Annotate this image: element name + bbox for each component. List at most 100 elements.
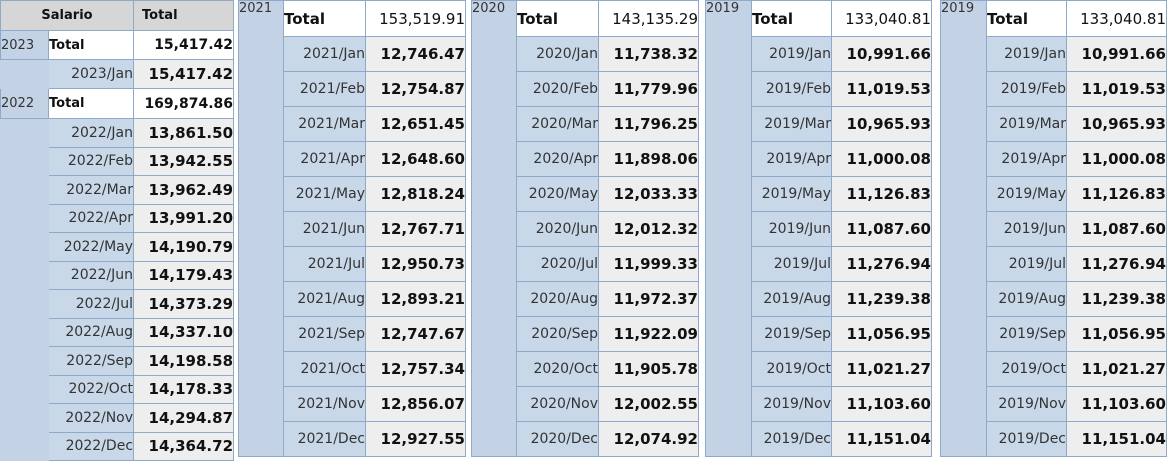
total-label-2022[interactable]: Total [47, 88, 135, 119]
total-label[interactable]: Total [986, 0, 1067, 37]
total-label[interactable]: Total [751, 0, 832, 37]
year-label-2021[interactable]: 2021 [238, 0, 284, 457]
total-label[interactable]: Total [516, 0, 599, 37]
month-value: 12,856.07 [365, 386, 466, 422]
month-label[interactable]: 2019/Mar [986, 106, 1067, 142]
month-label[interactable]: 2020/Jan [516, 36, 599, 72]
month-label[interactable]: 2019/Jul [751, 246, 832, 282]
month-value: 11,019.53 [1066, 71, 1167, 107]
table-row: 2019/Dec 11,151.04 [941, 421, 1167, 457]
header-total: Total [133, 0, 235, 31]
table-row: 2019/Mar 10,965.93 [941, 106, 1167, 142]
year-label-2019[interactable]: 2019 [940, 0, 987, 457]
month-label[interactable]: 2022/Mar [47, 175, 135, 205]
table-row: 2021/Feb 12,754.87 [239, 71, 466, 107]
month-label[interactable]: 2019/May [986, 176, 1067, 212]
total-label-2023[interactable]: Total [47, 30, 135, 60]
month-value: 12,651.45 [365, 106, 466, 142]
month-label[interactable]: 2019/Feb [751, 71, 832, 107]
month-value: 12,927.55 [365, 421, 466, 457]
month-label[interactable]: 2019/Mar [751, 106, 832, 142]
month-label[interactable]: 2019/Apr [986, 141, 1067, 177]
month-label[interactable]: 2021/Dec [283, 421, 366, 457]
table-row: 2021/Nov 12,856.07 [239, 386, 466, 422]
month-label[interactable]: 2022/Oct [47, 374, 135, 404]
month-label[interactable]: 2019/Sep [986, 316, 1067, 352]
month-label[interactable]: 2020/May [516, 176, 599, 212]
year-fill [0, 260, 49, 290]
month-value: 14,198.58 [133, 346, 235, 376]
month-label[interactable]: 2022/Jul [47, 289, 135, 319]
month-value: 10,991.66 [1066, 36, 1167, 72]
month-label[interactable]: 2019/Dec [986, 421, 1067, 457]
month-value: 11,239.38 [1066, 281, 1167, 317]
month-label[interactable]: 2021/Sep [283, 316, 366, 352]
month-label[interactable]: 2020/Feb [516, 71, 599, 107]
year-label-2019[interactable]: 2019 [705, 0, 752, 457]
month-value: 11,999.33 [598, 246, 699, 282]
month-label[interactable]: 2020/Aug [516, 281, 599, 317]
month-label[interactable]: 2021/Jan [283, 36, 366, 72]
year-fill [0, 146, 49, 176]
month-label[interactable]: 2022/May [47, 232, 135, 262]
month-label[interactable]: 2020/Mar [516, 106, 599, 142]
month-label[interactable]: 2020/Apr [516, 141, 599, 177]
month-label[interactable]: 2022/Jan [47, 118, 135, 148]
month-label[interactable]: 2019/Apr [751, 141, 832, 177]
month-label[interactable]: 2020/Jul [516, 246, 599, 282]
month-label[interactable]: 2022/Aug [47, 317, 135, 347]
pivot-panel-2020: 2020 Total 143,135.29 2020/Jan 11,738.32 2020… [471, 0, 699, 457]
month-label[interactable]: 2019/Oct [986, 351, 1067, 387]
month-value: 12,033.33 [598, 176, 699, 212]
month-value: 11,056.95 [831, 316, 932, 352]
year-fill [0, 346, 49, 376]
month-label[interactable]: 2023/Jan [47, 59, 135, 89]
month-label[interactable]: 2021/Mar [283, 106, 366, 142]
month-label[interactable]: 2019/Dec [751, 421, 832, 457]
month-label[interactable]: 2019/Sep [751, 316, 832, 352]
month-label[interactable]: 2019/Jun [751, 211, 832, 247]
year-label-2022[interactable]: 2022 [0, 88, 49, 119]
month-label[interactable]: 2020/Oct [516, 351, 599, 387]
month-value: 15,417.42 [133, 59, 235, 89]
month-value: 11,103.60 [831, 386, 932, 422]
month-label[interactable]: 2021/Feb [283, 71, 366, 107]
month-label[interactable]: 2020/Sep [516, 316, 599, 352]
month-label[interactable]: 2019/Aug [751, 281, 832, 317]
month-value: 12,818.24 [365, 176, 466, 212]
month-label[interactable]: 2022/Feb [47, 146, 135, 176]
month-label[interactable]: 2019/Jan [986, 36, 1067, 72]
total-value: 133,040.81 [1066, 0, 1167, 37]
month-label[interactable]: 2019/Nov [986, 386, 1067, 422]
month-label[interactable]: 2022/Jun [47, 260, 135, 290]
month-label[interactable]: 2021/Oct [283, 351, 366, 387]
month-label[interactable]: 2020/Jun [516, 211, 599, 247]
month-label[interactable]: 2022/Sep [47, 346, 135, 376]
pivot-panel-2023-2022: Salario Total 2023 Total 15,417.42 2023/… [0, 0, 235, 461]
month-label[interactable]: 2019/Jul [986, 246, 1067, 282]
month-label[interactable]: 2021/Aug [283, 281, 366, 317]
month-label[interactable]: 2019/Oct [751, 351, 832, 387]
month-label[interactable]: 2019/Feb [986, 71, 1067, 107]
table-row: 2019/Feb 11,019.53 [706, 71, 932, 107]
month-label[interactable]: 2020/Nov [516, 386, 599, 422]
table-row: 2019/Apr 11,000.08 [941, 141, 1167, 177]
month-label[interactable]: 2020/Dec [516, 421, 599, 457]
year-label-2023[interactable]: 2023 [0, 30, 49, 60]
month-label[interactable]: 2019/May [751, 176, 832, 212]
month-label[interactable]: 2019/Jan [751, 36, 832, 72]
month-label[interactable]: 2022/Nov [47, 403, 135, 433]
year-label-2020[interactable]: 2020 [471, 0, 517, 457]
month-label[interactable]: 2021/Jul [283, 246, 366, 282]
month-label[interactable]: 2021/Nov [283, 386, 366, 422]
month-label[interactable]: 2021/Jun [283, 211, 366, 247]
month-label[interactable]: 2021/May [283, 176, 366, 212]
month-label[interactable]: 2019/Jun [986, 211, 1067, 247]
month-label[interactable]: 2021/Apr [283, 141, 366, 177]
total-label[interactable]: Total [283, 0, 366, 37]
month-label[interactable]: 2019/Aug [986, 281, 1067, 317]
month-value: 12,757.34 [365, 351, 466, 387]
month-label[interactable]: 2022/Apr [47, 203, 135, 233]
month-label[interactable]: 2022/Dec [47, 431, 135, 461]
month-label[interactable]: 2019/Nov [751, 386, 832, 422]
